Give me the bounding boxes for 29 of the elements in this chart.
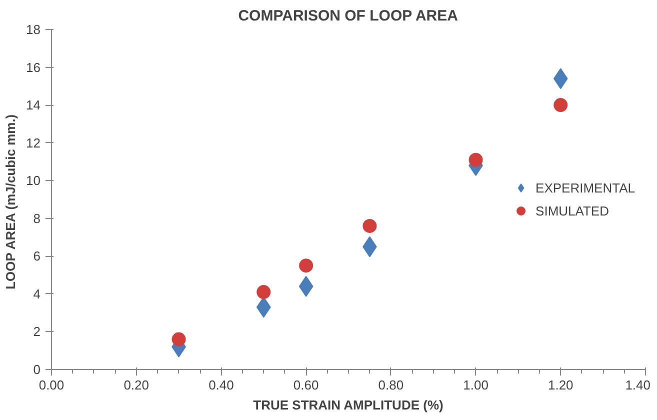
y-tick-label: 12 [26, 135, 41, 150]
y-tick-label: 14 [26, 98, 41, 113]
y-tick-label: 0 [33, 362, 41, 377]
x-tick-label: 0.80 [378, 378, 404, 392]
x-tick-label: 0.20 [124, 378, 150, 392]
y-tick-label: 16 [26, 60, 41, 75]
x-tick-label: 1.20 [548, 378, 574, 392]
x-tick-label: 0.60 [293, 378, 319, 392]
point [362, 218, 377, 233]
x-tick-label: 0.00 [38, 378, 64, 392]
point [554, 98, 568, 112]
y-tick-label: 4 [33, 286, 41, 302]
y-tick-label: 6 [33, 248, 41, 264]
x-tick-label: 1.00 [463, 378, 488, 392]
y-tick-label: 18 [26, 22, 41, 37]
x-tick-label: 0.40 [208, 378, 234, 392]
legend-label: SIMULATED [536, 203, 609, 218]
point [299, 258, 314, 273]
x-axis-title: TRUE STRAIN AMPLITUDE (%) [253, 398, 444, 412]
y-axis-title: LOOP AREA (mJ/cubic mm.) [3, 114, 18, 290]
y-tick-label: 2 [33, 324, 41, 340]
point [172, 332, 186, 346]
legend-label: EXPERIMENTAL [536, 180, 635, 195]
point [468, 152, 483, 167]
x-tick-label: 1.40 [625, 378, 651, 392]
y-tick-label: 10 [26, 173, 41, 188]
point [256, 285, 271, 300]
y-tick-label: 8 [33, 210, 41, 226]
chart-title: COMPARISON OF LOOP AREA [238, 8, 458, 24]
